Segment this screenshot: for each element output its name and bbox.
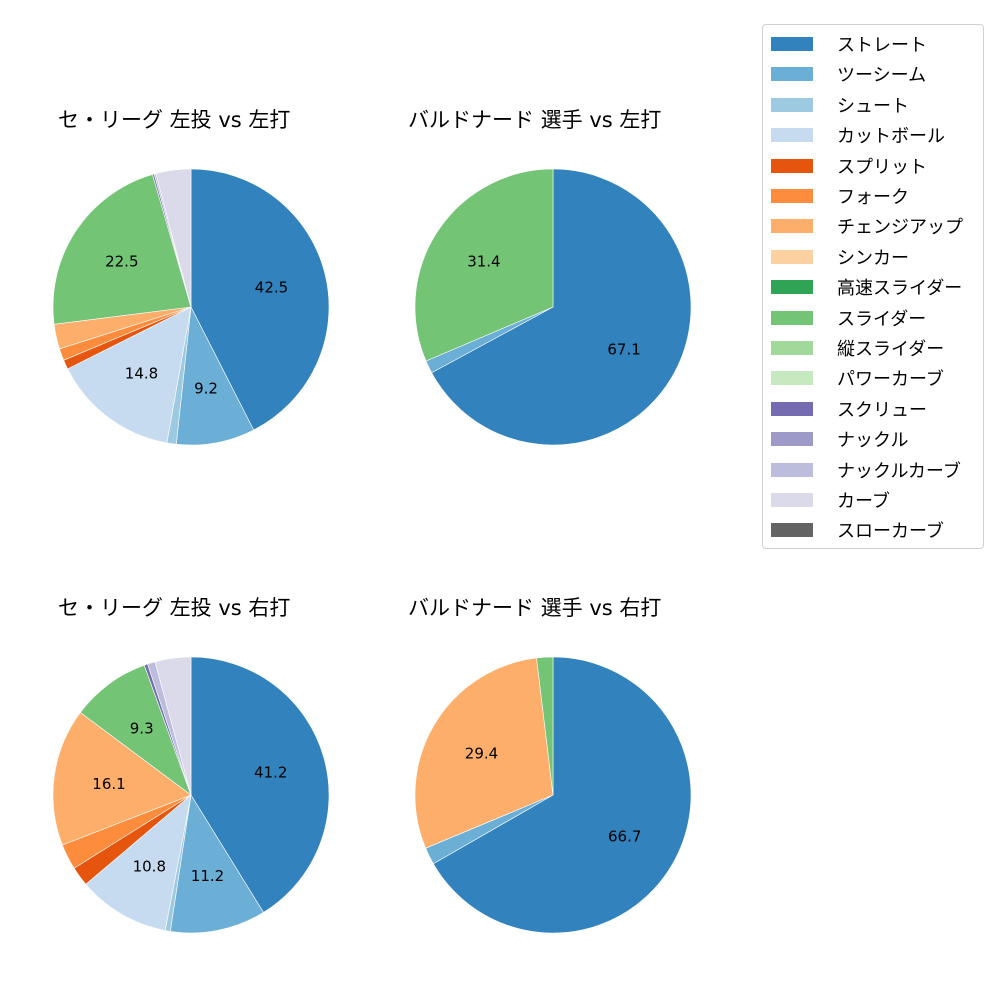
legend-label: スクリュー [837, 399, 927, 421]
legend-item: ナックルカーブ [771, 460, 961, 482]
slice-label: 66.7 [608, 828, 641, 846]
legend-item: シンカー [771, 247, 909, 269]
legend-item: 縦スライダー [771, 338, 945, 360]
slice-label: 67.1 [607, 340, 640, 358]
legend-label: 高速スライダー [837, 278, 963, 300]
legend-label: ナックルカーブ [837, 460, 961, 482]
legend-label: シュート [837, 95, 909, 117]
legend-item: カーブ [771, 490, 890, 512]
legend-label: スライダー [837, 308, 927, 330]
legend-item: スローカーブ [771, 520, 944, 543]
pie-slice [67, 306, 192, 444]
slice-label: 41.2 [254, 763, 287, 781]
legend-item: スプリット [771, 156, 927, 178]
legend-label: カーブ [837, 491, 890, 512]
pie-slice [414, 168, 554, 362]
legend-item: ストレート [771, 34, 927, 56]
legend-label: ストレート [837, 35, 927, 56]
legend-swatch [771, 128, 813, 143]
slice-label: 29.4 [465, 744, 498, 762]
legend-swatch [771, 493, 813, 507]
legend-item: カットボール [771, 125, 945, 148]
pie: 66.7 29.4 [414, 656, 692, 934]
legend-label: ツーシーム [837, 65, 927, 87]
legend-item: パワーカーブ [771, 368, 944, 391]
legend: ストレートツーシームシュートカットボール スプリットフォークチェンジアップ シンカー… [762, 24, 984, 549]
slice-label: 31.4 [467, 252, 500, 270]
pie: 42.5 9.2 14.8 22.5 [52, 168, 330, 446]
legend-swatch [771, 371, 813, 386]
legend-swatch [771, 158, 813, 173]
slice-label: 42.5 [255, 279, 288, 297]
legend-item: ツーシーム [771, 64, 927, 87]
chart-title: バルドナード 選手 vs 左打 [408, 108, 662, 132]
legend-label: 縦スライダー [837, 339, 945, 360]
legend-label: ナックル [837, 430, 909, 452]
legend-item: フォーク [771, 186, 909, 208]
legend-swatch [771, 341, 813, 355]
pie-slice [414, 657, 554, 849]
legend-item: シュート [771, 95, 909, 117]
legend-label: カットボール [837, 126, 945, 148]
pie-slice [155, 168, 192, 308]
legend-label: シンカー [837, 247, 909, 269]
pie-slice [432, 656, 692, 934]
pie-slice [52, 712, 192, 846]
slice-label: 14.8 [125, 364, 158, 382]
slice-label: 9.3 [130, 720, 154, 738]
legend-swatch [771, 189, 813, 203]
pie: 67.1 31.4 [414, 168, 692, 446]
pie-slice [190, 168, 330, 431]
legend-swatch [771, 97, 813, 112]
slice-label: 16.1 [92, 775, 125, 793]
legend-label: チェンジアップ [837, 217, 963, 239]
legend-swatch [771, 462, 813, 477]
legend-label: スローカーブ [837, 521, 944, 543]
legend-swatch [771, 280, 813, 295]
legend-swatch [771, 249, 813, 264]
legend-item: スライダー [771, 308, 927, 330]
slice-label: 11.2 [191, 867, 224, 885]
slice-label: 9.2 [194, 379, 218, 397]
slice-label: 10.8 [133, 858, 166, 876]
pie-slice [169, 794, 264, 934]
pie: 41.2 11.2 10.8 16.1 9.3 [52, 656, 330, 934]
chart-title: バルドナード 選手 vs 右打 [408, 596, 662, 620]
legend-label: パワーカーブ [837, 369, 944, 391]
legend-item: 高速スライダー [771, 277, 963, 300]
pie-slice [79, 664, 192, 796]
pie-slice [52, 174, 192, 325]
chart-title: セ・リーグ 左投 vs 左打 [58, 108, 291, 132]
legend-swatch [771, 310, 813, 325]
legend-swatch [771, 37, 813, 51]
legend-swatch [771, 219, 813, 234]
pie-slice [154, 656, 192, 796]
legend-item: ナックル [771, 429, 909, 452]
slice-label: 22.5 [105, 253, 138, 271]
pie-slice [431, 168, 692, 446]
legend-label: スプリット [837, 156, 927, 178]
legend-swatch [771, 432, 813, 447]
legend-swatch [771, 401, 813, 416]
legend-swatch [771, 67, 813, 82]
legend-item: スクリュー [771, 399, 927, 421]
legend-label: フォーク [837, 187, 909, 208]
chart-title: セ・リーグ 左投 vs 右打 [58, 596, 291, 620]
pie-slice [190, 656, 330, 913]
pie-slice [536, 656, 554, 796]
pie-slice [175, 305, 255, 446]
legend-item: チェンジアップ [771, 216, 963, 239]
pie-slice [85, 794, 192, 931]
legend-swatch [771, 523, 813, 538]
